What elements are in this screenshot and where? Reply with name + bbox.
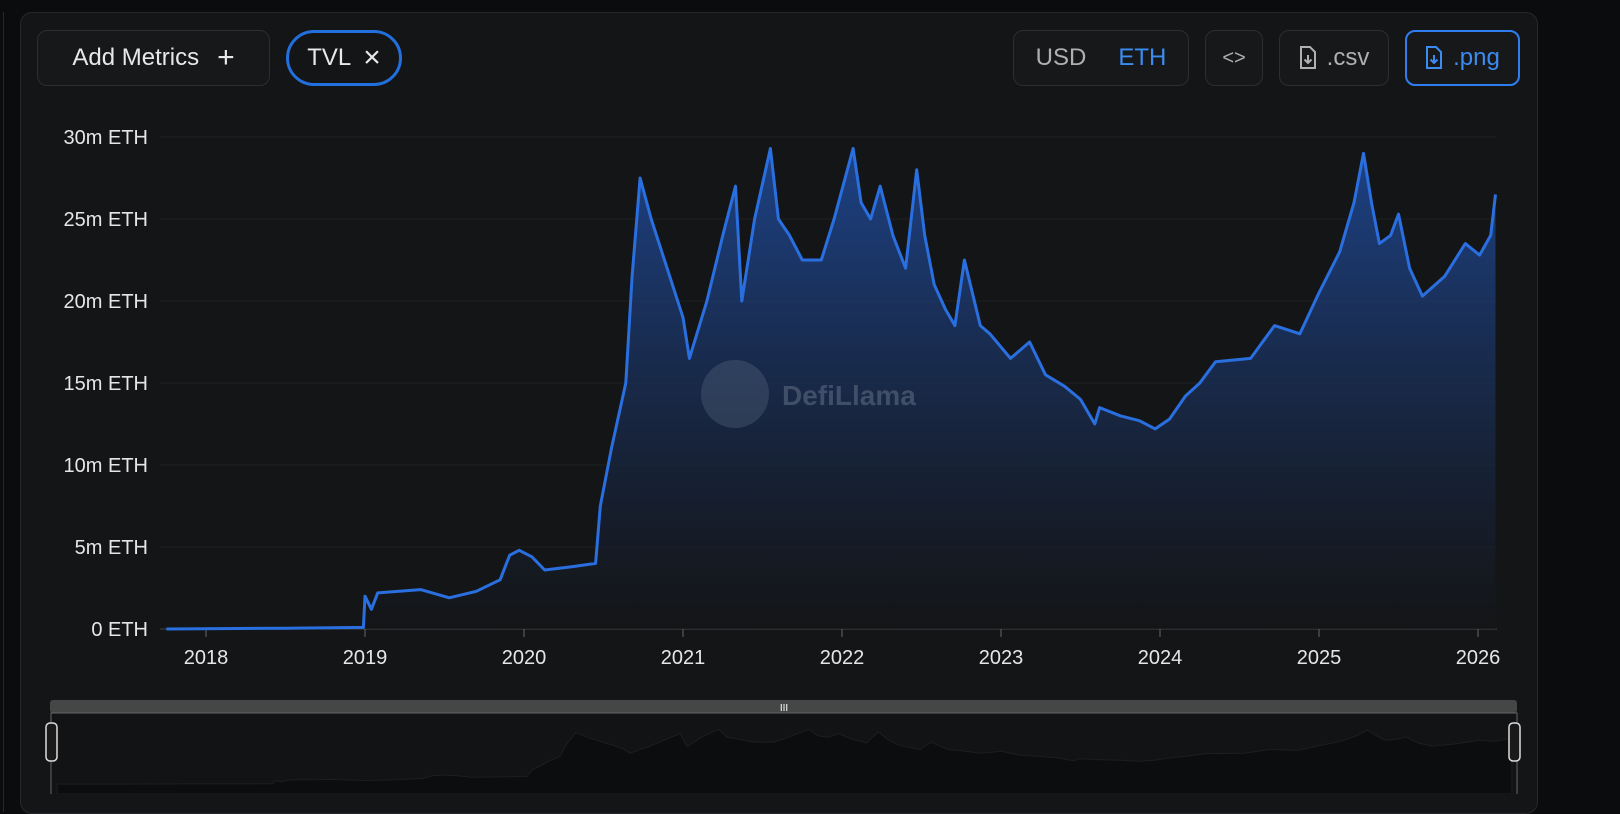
code-icon: <> <box>1222 46 1246 69</box>
defillama-watermark: DefiLlama <box>701 360 916 428</box>
left-panel-edge <box>0 12 4 812</box>
scrollbar-grip-icon[interactable]: III <box>780 703 788 714</box>
download-png-button[interactable]: .png <box>1405 30 1520 86</box>
navigator-series <box>56 728 1513 794</box>
y-tick-label: 20m ETH <box>64 291 148 313</box>
y-tick-label: 15m ETH <box>64 373 148 395</box>
tvl-area <box>166 148 1496 629</box>
x-tick-label: 2020 <box>502 647 547 669</box>
y-tick-label: 30m ETH <box>64 127 148 149</box>
x-tick-label: 2025 <box>1297 647 1342 669</box>
close-icon[interactable]: × <box>363 41 381 74</box>
y-tick-label: 5m ETH <box>75 537 148 559</box>
x-tick-label: 2022 <box>820 647 865 669</box>
y-tick-label: 10m ETH <box>64 455 148 477</box>
tvl-line <box>166 147 1497 631</box>
csv-label: .csv <box>1326 44 1370 71</box>
x-tick-label: 2024 <box>1138 647 1183 669</box>
y-tick-label: 0 ETH <box>91 619 148 641</box>
download-csv-button[interactable]: .csv <box>1279 30 1389 86</box>
watermark-text: DefiLlama <box>782 380 916 411</box>
currency-option-eth[interactable]: ETH <box>1118 44 1167 71</box>
navigator-scrollbar[interactable] <box>50 700 1517 713</box>
embed-button[interactable]: <> <box>1205 30 1263 86</box>
navigator-right-handle[interactable] <box>1508 722 1521 762</box>
x-tick-label: 2023 <box>979 647 1024 669</box>
currency-toggle[interactable]: USD ETH <box>1013 30 1189 86</box>
plus-icon: + <box>217 41 235 74</box>
add-metrics-button[interactable]: Add Metrics + <box>37 30 270 86</box>
file-download-icon <box>1426 46 1443 69</box>
x-tick-label: 2018 <box>184 647 229 669</box>
metric-chip-tvl[interactable]: TVL × <box>286 30 402 86</box>
tvl-chart: 0 ETH 5m ETH 10m ETH 15m ETH 20m ETH 25m ETH 3… <box>45 127 1521 794</box>
file-download-icon <box>1299 46 1316 69</box>
y-tick-label: 25m ETH <box>64 209 148 231</box>
x-tick-label: 2019 <box>343 647 388 669</box>
x-tick-label: 2026 <box>1456 647 1501 669</box>
png-label: .png <box>1453 44 1500 71</box>
navigator-left-handle[interactable] <box>45 722 58 762</box>
x-tick-label: 2021 <box>661 647 706 669</box>
metric-chip-label: TVL <box>307 44 352 71</box>
currency-option-usd[interactable]: USD <box>1035 44 1087 71</box>
add-metrics-label: Add Metrics <box>72 44 200 71</box>
